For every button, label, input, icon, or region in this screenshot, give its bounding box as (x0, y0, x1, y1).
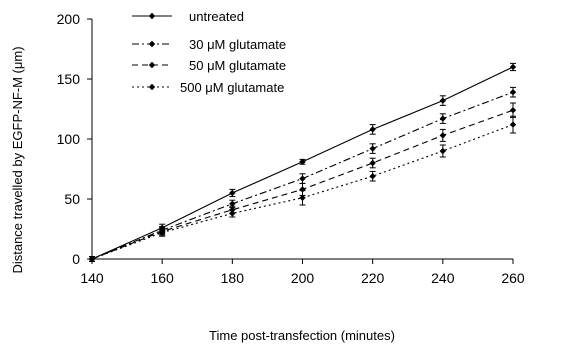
x-tick-label: 160 (150, 270, 174, 286)
legend: untreated 30 μM glutamate 50 μM glutamate 5… (132, 9, 286, 95)
data-point (299, 194, 306, 201)
series-1 (88, 62, 517, 263)
legend-item: 500 μM glutamate (132, 80, 284, 95)
series-4 (88, 115, 517, 263)
legend-label: untreated (189, 9, 244, 24)
data-point (509, 107, 517, 114)
data-point (509, 121, 517, 128)
data-point (229, 200, 236, 207)
legend-label: 50 μM glutamate (189, 58, 286, 73)
data-point (439, 97, 447, 104)
axes: 0 50 100 150 200 140 160 180 200 220 240 260 (57, 11, 525, 286)
data-point (88, 255, 96, 263)
y-tick-label: 50 (64, 191, 80, 207)
data-point (439, 147, 447, 155)
y-tick-label: 150 (57, 71, 81, 87)
legend-label: 500 μM glutamate (180, 80, 284, 95)
x-tick-label: 200 (291, 270, 315, 286)
data-point (369, 145, 376, 152)
legend-swatch-marker (148, 12, 156, 20)
data-point (369, 126, 376, 133)
x-tick-label: 140 (80, 270, 104, 286)
series-layer (88, 62, 517, 263)
data-point (229, 189, 236, 197)
y-tick-label: 200 (57, 11, 81, 27)
data-point (509, 89, 517, 96)
y-tick-label: 100 (57, 131, 81, 147)
legend-item: untreated (132, 9, 244, 24)
data-point (158, 229, 166, 236)
legend-swatch-marker (148, 83, 156, 91)
legend-item: 30 μM glutamate (132, 37, 286, 52)
x-tick-label: 180 (221, 270, 245, 286)
data-point (369, 173, 376, 180)
data-point (509, 63, 517, 71)
data-point (439, 115, 447, 122)
x-tick-label: 240 (431, 270, 455, 286)
y-tick-label: 0 (72, 251, 80, 267)
data-point (299, 158, 306, 165)
data-point (369, 159, 376, 167)
x-tick-label: 260 (501, 270, 525, 286)
legend-swatch-marker (148, 40, 156, 48)
legend-swatch-marker (148, 61, 156, 69)
x-tick-label: 220 (361, 270, 385, 286)
legend-label: 30 μM glutamate (189, 37, 286, 52)
legend-item: 50 μM glutamate (132, 58, 286, 73)
x-axis-label: Time post-transfection (minutes) (209, 328, 395, 343)
data-point (229, 210, 236, 217)
y-axis-label: Distance travelled by EGFP-NF-M (μm) (10, 46, 25, 273)
data-point (299, 175, 306, 182)
data-point (439, 132, 447, 139)
